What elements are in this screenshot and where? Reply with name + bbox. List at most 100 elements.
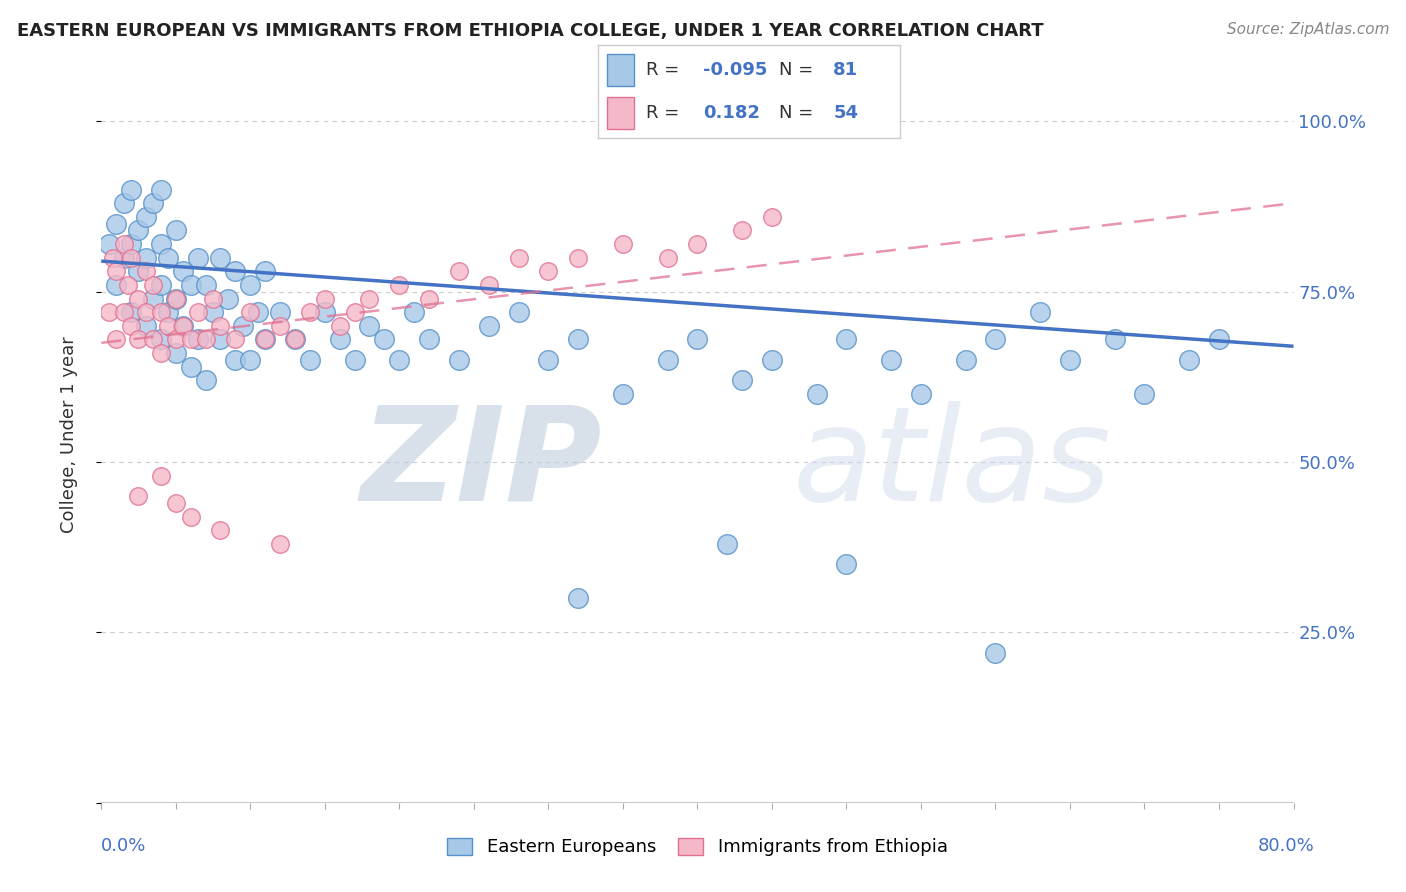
Point <box>165 292 187 306</box>
Point <box>165 496 187 510</box>
Text: -0.095: -0.095 <box>703 61 768 78</box>
Point <box>165 292 187 306</box>
Point <box>105 277 128 292</box>
Point <box>224 333 246 347</box>
Point <box>120 305 142 319</box>
Point <box>149 333 172 347</box>
Legend: Eastern Europeans, Immigrants from Ethiopia: Eastern Europeans, Immigrants from Ethio… <box>440 830 955 863</box>
Text: 81: 81 <box>834 61 859 78</box>
Point <box>835 558 858 572</box>
Point <box>180 277 202 292</box>
Point <box>508 305 530 319</box>
Point <box>984 646 1007 660</box>
Point <box>194 373 217 387</box>
Point <box>120 318 142 333</box>
Point <box>418 333 440 347</box>
Point <box>135 251 157 265</box>
Point <box>1178 352 1201 367</box>
Text: R =: R = <box>645 104 685 122</box>
Point <box>209 523 232 537</box>
Point <box>731 373 754 387</box>
Point <box>388 352 411 367</box>
Point <box>142 292 165 306</box>
Point <box>567 251 589 265</box>
Point <box>508 251 530 265</box>
Point <box>135 264 157 278</box>
Point <box>314 305 336 319</box>
Point <box>1208 333 1230 347</box>
Point <box>1029 305 1052 319</box>
Point <box>142 277 165 292</box>
Point <box>806 387 828 401</box>
Text: atlas: atlas <box>793 401 1112 528</box>
Point <box>157 305 180 319</box>
Point <box>128 333 150 347</box>
Point <box>157 251 180 265</box>
Point <box>246 305 269 319</box>
Point <box>149 277 172 292</box>
Point <box>657 251 679 265</box>
Point <box>1059 352 1081 367</box>
Point <box>202 305 225 319</box>
Point <box>105 333 128 347</box>
Text: 0.0%: 0.0% <box>101 837 146 855</box>
Point <box>447 352 470 367</box>
Point <box>120 237 142 252</box>
Point <box>142 333 165 347</box>
Point <box>135 305 157 319</box>
Text: N =: N = <box>779 104 818 122</box>
Point <box>112 251 135 265</box>
Point <box>359 292 381 306</box>
Point <box>359 318 381 333</box>
FancyBboxPatch shape <box>606 97 634 129</box>
Text: R =: R = <box>645 61 685 78</box>
Point <box>149 183 172 197</box>
Text: 54: 54 <box>834 104 858 122</box>
Point <box>224 352 246 367</box>
Point <box>298 352 321 367</box>
Point <box>105 264 128 278</box>
Point <box>209 333 232 347</box>
Point <box>567 591 589 606</box>
Text: N =: N = <box>779 61 818 78</box>
Point <box>172 318 194 333</box>
Point <box>1104 333 1126 347</box>
Point <box>329 318 352 333</box>
Point <box>202 292 225 306</box>
Point <box>135 210 157 224</box>
Point <box>478 277 501 292</box>
Point <box>761 210 783 224</box>
Point <box>209 251 232 265</box>
Point <box>612 387 634 401</box>
Point <box>418 292 440 306</box>
Point <box>97 237 120 252</box>
Point <box>157 318 180 333</box>
Text: 0.182: 0.182 <box>703 104 761 122</box>
Point <box>187 305 209 319</box>
Point <box>269 305 291 319</box>
FancyBboxPatch shape <box>606 54 634 86</box>
Point <box>910 387 932 401</box>
Point <box>254 333 277 347</box>
Point <box>105 217 128 231</box>
Point <box>329 333 352 347</box>
Point <box>128 264 150 278</box>
Point <box>97 305 120 319</box>
Point <box>343 352 366 367</box>
Point <box>686 237 709 252</box>
Point <box>165 346 187 360</box>
Point <box>194 277 217 292</box>
Point <box>172 318 194 333</box>
Point <box>254 264 277 278</box>
Point <box>128 292 150 306</box>
Point <box>612 237 634 252</box>
Point <box>117 277 139 292</box>
Point <box>165 333 187 347</box>
Point <box>149 305 172 319</box>
Point <box>835 333 858 347</box>
Point <box>269 537 291 551</box>
Point <box>731 223 754 237</box>
Point <box>761 352 783 367</box>
Point <box>194 333 217 347</box>
Point <box>112 305 135 319</box>
